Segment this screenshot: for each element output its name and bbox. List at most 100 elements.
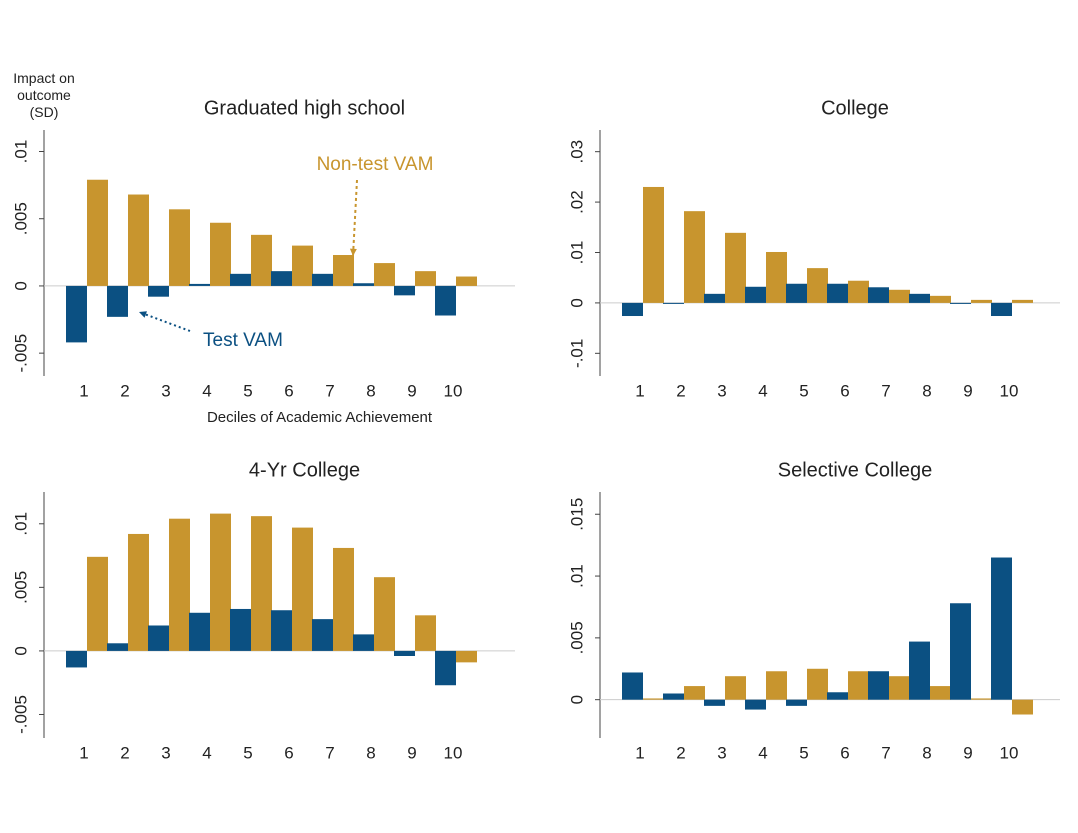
- x-tick-label: 2: [120, 743, 129, 762]
- bar: [766, 671, 787, 700]
- bar: [374, 577, 395, 651]
- y-tick-label: -.01: [567, 339, 586, 368]
- x-tick-label: 10: [444, 743, 463, 762]
- bar: [725, 232, 746, 303]
- bar: [394, 650, 415, 656]
- bar: [827, 692, 848, 700]
- x-tick-label: 7: [881, 381, 890, 400]
- legend-arrow: [138, 311, 191, 332]
- x-tick-label: 8: [366, 381, 375, 400]
- x-tick-label: 8: [366, 743, 375, 762]
- bar: [148, 285, 169, 297]
- bar: [930, 686, 951, 700]
- bar: [230, 273, 251, 286]
- bar: [704, 293, 725, 303]
- x-tick-label: 4: [202, 381, 211, 400]
- bar: [415, 615, 436, 651]
- bar: [87, 179, 108, 286]
- bar: [848, 280, 869, 303]
- bar: [128, 194, 149, 286]
- bar: [435, 285, 456, 316]
- x-tick-label: 8: [922, 743, 931, 762]
- chart-title: College: [821, 97, 889, 119]
- bar: [107, 285, 128, 317]
- x-tick-label: 7: [325, 381, 334, 400]
- bar: [745, 286, 766, 303]
- y-tick-label: .01: [11, 140, 30, 164]
- bar: [663, 302, 684, 304]
- bar: [435, 650, 456, 686]
- x-tick-label: 3: [717, 743, 726, 762]
- bar: [271, 610, 292, 651]
- legend-arrow: [352, 179, 358, 257]
- bar: [848, 671, 869, 700]
- bar: [786, 699, 807, 706]
- bar: [333, 255, 354, 286]
- bar: [868, 671, 889, 700]
- x-tick-label: 6: [840, 381, 849, 400]
- bar: [889, 289, 910, 303]
- bar: [66, 285, 87, 343]
- bar: [271, 271, 292, 286]
- bar: [87, 556, 108, 651]
- bar: [312, 619, 333, 651]
- y-tick-label: .005: [567, 621, 586, 654]
- bar: [868, 287, 889, 303]
- bar: [189, 612, 210, 651]
- bar: [169, 209, 190, 286]
- bar: [189, 283, 210, 286]
- bar: [1012, 299, 1033, 303]
- x-tick-label: 1: [79, 743, 88, 762]
- y-tick-label: .005: [11, 571, 30, 604]
- x-tick-label: 3: [161, 381, 170, 400]
- bar: [333, 547, 354, 651]
- bar: [292, 245, 313, 286]
- bar: [66, 650, 87, 668]
- x-tick-label: 3: [717, 381, 726, 400]
- bar: [456, 276, 477, 286]
- y-tick-label: 0: [567, 298, 586, 307]
- y-tick-label: .02: [567, 190, 586, 214]
- bar: [374, 263, 395, 286]
- x-tick-label: 8: [922, 381, 931, 400]
- x-tick-label: 5: [799, 381, 808, 400]
- y-tick-label: 0: [11, 646, 30, 655]
- x-tick-label: 2: [676, 381, 685, 400]
- x-axis-title: Deciles of Academic Achievement: [207, 409, 433, 426]
- bar: [950, 603, 971, 700]
- bar: [622, 672, 643, 700]
- bar: [415, 271, 436, 286]
- bar: [807, 668, 828, 700]
- bar: [786, 283, 807, 303]
- x-tick-label: 10: [444, 381, 463, 400]
- bar: [807, 268, 828, 303]
- bar: [725, 676, 746, 700]
- x-tick-label: 9: [963, 381, 972, 400]
- x-tick-label: 2: [676, 743, 685, 762]
- bar: [128, 533, 149, 651]
- x-tick-label: 1: [635, 743, 644, 762]
- x-tick-label: 9: [963, 743, 972, 762]
- bar: [456, 650, 477, 663]
- x-tick-label: 4: [202, 743, 211, 762]
- y-axis-title: Impact on outcome (SD): [13, 70, 75, 120]
- bar: [251, 234, 272, 286]
- x-tick-label: 6: [284, 381, 293, 400]
- x-tick-label: 6: [840, 743, 849, 762]
- legend-arrowhead: [349, 248, 357, 256]
- x-tick-label: 1: [79, 381, 88, 400]
- chart-title: Graduated high school: [204, 97, 405, 119]
- y-tick-label: .015: [567, 498, 586, 531]
- bar: [394, 285, 415, 296]
- bar: [353, 283, 374, 286]
- bar: [950, 302, 971, 304]
- bar: [684, 211, 705, 303]
- bar: [1012, 699, 1033, 715]
- bar: [312, 273, 333, 286]
- bar: [169, 518, 190, 651]
- chart-title: Selective College: [778, 459, 933, 481]
- x-tick-label: 5: [243, 743, 252, 762]
- chart-title: 4-Yr College: [249, 459, 360, 481]
- bar: [148, 625, 169, 651]
